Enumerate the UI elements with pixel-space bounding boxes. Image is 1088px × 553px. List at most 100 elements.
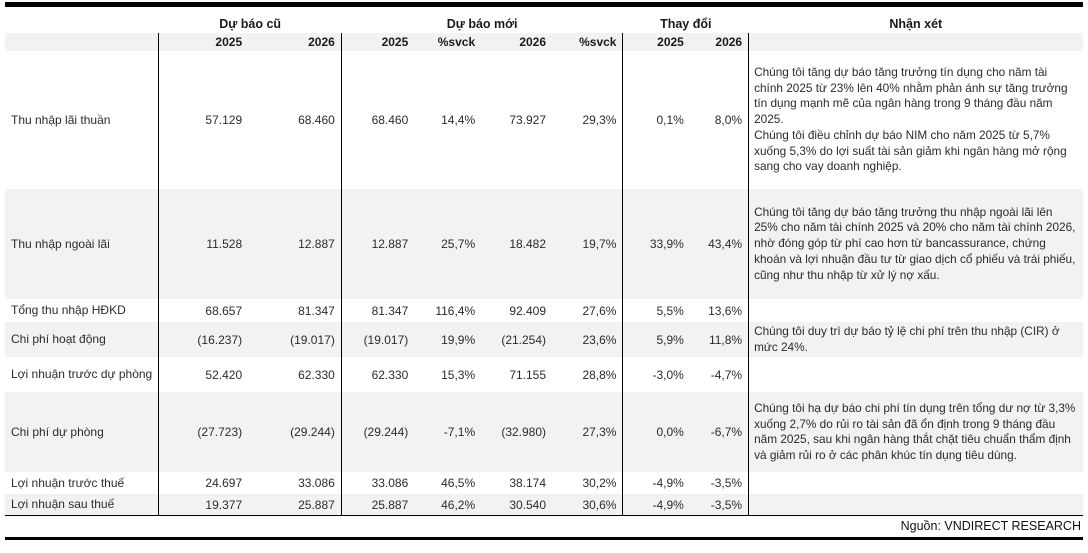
- cell-change-2025: 5,5%: [622, 299, 690, 322]
- cell-change-2026: -3,5%: [710, 476, 743, 491]
- cell-new-2025: 68.460: [340, 51, 415, 189]
- cell-new-svck-2025: 46,5%: [441, 476, 476, 491]
- cell-new-svck-2026: 23,6%: [552, 322, 623, 358]
- cell-old-2026: (29.244): [248, 392, 342, 473]
- cell-change-2026: 13,6%: [708, 303, 743, 318]
- cell-new-svck-2026: 29,3%: [582, 113, 617, 127]
- cell-new-2026: (21.254): [481, 322, 553, 358]
- row-label: Thu nhập ngoài lãi: [5, 189, 159, 299]
- row-label: Chi phí hoạt động: [5, 322, 159, 358]
- cell-change-2025: -4,9%: [622, 472, 690, 495]
- cell-comment: [748, 494, 1083, 516]
- row-label: Lợi nhuận trước dự phòng: [11, 367, 153, 382]
- bottom-rule: [5, 536, 1083, 540]
- group-header-new-forecast: Dự báo mới: [341, 14, 623, 33]
- cell-comment: Chúng tôi tăng dự báo tăng trưởng thu nh…: [748, 189, 1083, 299]
- top-rule: [5, 2, 1083, 7]
- cell-comment: [748, 472, 1083, 495]
- cell-change-2026: 11,8%: [689, 322, 749, 358]
- cell-new-2025: (29.244): [340, 392, 415, 473]
- cell-new-2025: 81.347: [340, 299, 415, 322]
- cell-new-svck-2026: 27,6%: [582, 303, 617, 318]
- cell-new-2026: 92.409: [509, 303, 547, 318]
- cell-old-2025: 11.528: [158, 189, 249, 299]
- table-row-pre-tax-profit: Lợi nhuận trước thuế 24.697 33.086 33.08…: [5, 472, 1083, 495]
- cell-new-svck-2025: 46,2%: [414, 494, 482, 516]
- subheader-change-2025: 2025: [622, 33, 690, 51]
- cell-change-2026: -6,7%: [689, 392, 749, 473]
- group-header-change: Thay đổi: [622, 14, 749, 33]
- cell-new-svck-2026: 28,8%: [582, 367, 617, 382]
- cell-old-2026: 62.330: [298, 367, 335, 382]
- cell-old-2025: (27.723): [158, 392, 249, 473]
- cell-new-svck-2026: 30,2%: [582, 476, 617, 491]
- cell-old-2025: 57.129: [158, 51, 249, 189]
- table-row-operating-expenses: Chi phí hoạt động (16.237) (19.017) (19.…: [5, 322, 1083, 358]
- cell-comment: Chúng tôi duy trì dự báo tỷ lệ chi phí t…: [748, 322, 1083, 358]
- cell-new-2026: 73.927: [509, 113, 547, 127]
- group-header-old-forecast: Dự báo cũ: [158, 14, 342, 33]
- cell-new-svck-2025: 15,3%: [441, 367, 476, 382]
- cell-new-svck-2025: 25,7%: [414, 189, 482, 299]
- cell-change-2026: 43,4%: [689, 189, 749, 299]
- report-table-page: Dự báo cũ Dự báo mới Thay đổi Nhận xét 2…: [5, 2, 1083, 540]
- cell-new-2026: 30.540: [481, 494, 553, 516]
- cell-new-2026: 71.155: [509, 367, 547, 382]
- table-row-net-interest-income: Thu nhập lãi thuần 57.129 68.460 68.460 …: [5, 51, 1083, 189]
- cell-new-svck-2025: 116,4%: [435, 303, 476, 318]
- table-row-pre-provision-profit: Lợi nhuận trước dự phòng 52.420 62.330 6…: [5, 357, 1083, 393]
- cell-old-2025: 24.697: [158, 472, 249, 495]
- cell-new-svck-2025: 14,4%: [441, 113, 476, 127]
- cell-new-2025: 33.086: [340, 472, 415, 495]
- subheader-new-svck-2026: %svck: [552, 33, 623, 51]
- cell-new-2026: 38.174: [509, 476, 547, 491]
- table-row-non-interest-income: Thu nhập ngoài lãi 11.528 12.887 12.887 …: [5, 189, 1083, 299]
- cell-old-2025: 52.420: [158, 357, 249, 393]
- forecast-table: Dự báo cũ Dự báo mới Thay đổi Nhận xét 2…: [5, 14, 1083, 516]
- subheader-row: 2025 2026 2025 %svck 2026 %svck 2025 202…: [5, 33, 1083, 51]
- row-label: Thu nhập lãi thuần: [11, 112, 111, 127]
- subheader-comment-blank: [748, 33, 1083, 51]
- cell-new-2025: 12.887: [340, 189, 415, 299]
- cell-change-2025: 33,9%: [622, 189, 690, 299]
- cell-change-2026: 8,0%: [714, 113, 743, 127]
- subheader-old-2026: 2026: [248, 33, 342, 51]
- cell-new-2026: 18.482: [481, 189, 553, 299]
- cell-change-2026: -4,7%: [710, 367, 743, 382]
- cell-new-svck-2026: 30,6%: [552, 494, 623, 516]
- cell-comment: [748, 357, 1083, 393]
- cell-old-2026: (19.017): [248, 322, 342, 358]
- cell-new-svck-2025: -7,1%: [414, 392, 482, 473]
- cell-old-2025: (16.237): [158, 322, 249, 358]
- cell-new-2025: 62.330: [340, 357, 415, 393]
- cell-change-2025: -4,9%: [622, 494, 690, 516]
- table-row-total-operating-income: Tổng thu nhập HĐKD 68.657 81.347 81.347 …: [5, 299, 1083, 322]
- cell-new-svck-2026: 27,3%: [552, 392, 623, 473]
- subheader-change-2026: 2026: [689, 33, 749, 51]
- subheader-old-2025: 2025: [158, 33, 249, 51]
- cell-comment: Chúng tôi tăng dự báo tăng trưởng tín dụ…: [748, 51, 1083, 189]
- cell-old-2026: 25.887: [248, 494, 342, 516]
- cell-old-2025: 68.657: [158, 299, 249, 322]
- cell-comment: Chúng tôi hạ dự báo chi phí tín dụng trê…: [748, 392, 1083, 473]
- subheader-new-2026: 2026: [481, 33, 553, 51]
- cell-change-2025: -3,0%: [622, 357, 690, 393]
- cell-change-2026: -3,5%: [689, 494, 749, 516]
- cell-old-2026: 33.086: [298, 476, 335, 491]
- source-note: Nguồn: VNDIRECT RESEARCH: [900, 518, 1081, 533]
- cell-new-svck-2025: 19,9%: [414, 322, 482, 358]
- group-header-row: Dự báo cũ Dự báo mới Thay đổi Nhận xét: [5, 14, 1083, 33]
- row-label: Chi phí dự phòng: [5, 392, 159, 473]
- group-header-comment: Nhận xét: [748, 14, 1083, 33]
- cell-new-svck-2026: 19,7%: [552, 189, 623, 299]
- subheader-new-svck-2025: %svck: [414, 33, 482, 51]
- cell-change-2025: 0,1%: [622, 51, 690, 189]
- subheader-new-2025: 2025: [340, 33, 415, 51]
- cell-comment: [748, 299, 1083, 322]
- table-row-after-tax-profit: Lợi nhuận sau thuế 19.377 25.887 25.887 …: [5, 494, 1083, 516]
- subheader-blank: [5, 33, 159, 51]
- group-header-blank: [5, 14, 159, 33]
- cell-change-2025: 5,9%: [622, 322, 690, 358]
- cell-new-2025: (19.017): [340, 322, 415, 358]
- row-label: Lợi nhuận trước thuế: [11, 475, 125, 490]
